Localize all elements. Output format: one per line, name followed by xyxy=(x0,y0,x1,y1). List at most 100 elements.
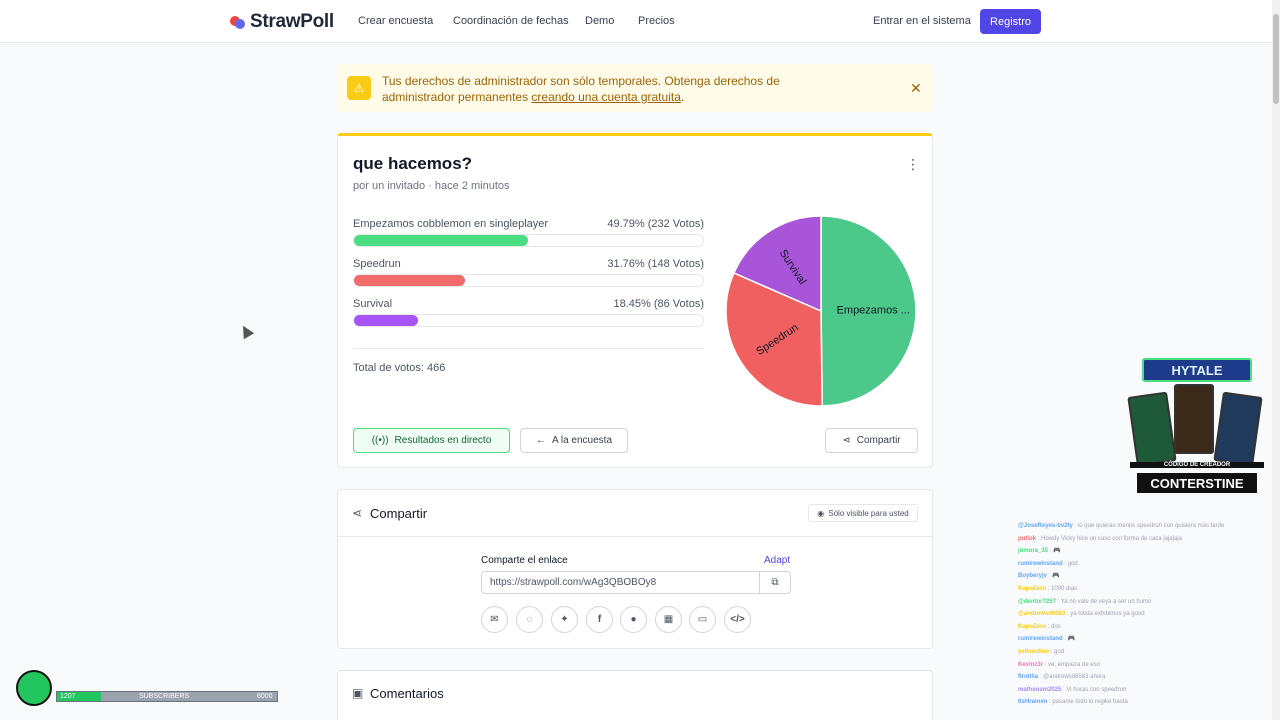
admin-rights-alert: ⚠ Tus derechos de administrador son sólo… xyxy=(337,64,933,112)
pie-label: Empezamos ... xyxy=(837,305,910,317)
creator-code-name: CONTERSTINE xyxy=(1136,472,1258,494)
chat-username: yellowdino xyxy=(1018,648,1050,655)
chat-username: KapoZero xyxy=(1018,585,1047,592)
login-link[interactable]: Entrar en el sistema xyxy=(873,15,971,27)
card-image xyxy=(1174,384,1214,454)
option-bar-fill xyxy=(354,275,465,286)
chat-text: : @andrewsd6583 ahora xyxy=(1038,674,1106,681)
warning-icon: ⚠ xyxy=(347,76,371,100)
share-button[interactable]: ⋖ Compartir xyxy=(825,428,918,453)
share-title: Compartir xyxy=(370,506,428,521)
share-icon: ⋖ xyxy=(352,506,363,520)
chat-message: jumora_35 : 🎮 xyxy=(1018,545,1272,558)
share-link-label: Comparte el enlace xyxy=(481,555,568,566)
subscribers-current: 1207 xyxy=(60,693,76,700)
share-icon: ⋖ xyxy=(842,435,851,446)
twitter-icon[interactable]: ✦ xyxy=(551,606,578,633)
chat-message: @dentor7257 : Ya no vale de veya a ser u… xyxy=(1018,596,1272,609)
subscribers-progress-fill xyxy=(57,692,101,701)
alert-message: Tus derechos de administrador son sólo t… xyxy=(382,74,780,104)
chat-text: : Vi horas con speedrun xyxy=(1061,686,1127,693)
chat-username: @JoseReyes-bv2ty xyxy=(1018,523,1073,529)
chat-username: jumora_35 xyxy=(1018,548,1049,555)
back-to-poll-button[interactable]: ← A la encuesta xyxy=(520,428,628,453)
adapt-link[interactable]: Adapt xyxy=(764,555,791,566)
logo-text: StrawPoll xyxy=(250,11,334,32)
chat-username: rumirewinstand xyxy=(1018,560,1063,567)
comments-icon: ▣ xyxy=(352,686,364,700)
share-url-input[interactable]: https://strawpoll.com/wAg3QBOBOy8 xyxy=(481,571,760,594)
whatsapp-icon[interactable]: ◌ xyxy=(516,606,543,633)
chat-message: flrutilia : @andrewsd6583 ahora xyxy=(1018,671,1272,684)
card-image xyxy=(1127,391,1177,467)
present-icon[interactable]: ▭ xyxy=(689,606,716,633)
chat-username: @dentor7257 xyxy=(1018,598,1056,605)
chat-message: KapoZero : dos xyxy=(1018,621,1272,634)
create-account-link[interactable]: creando una cuenta gratuita xyxy=(531,90,681,104)
live-results-button[interactable]: ((•)) Resultados en directo xyxy=(353,428,510,453)
chat-message: rumirewinstand : 🎮 xyxy=(1018,633,1272,646)
page-scrollbar[interactable] xyxy=(1272,0,1280,720)
comments-card: ▣ Comentarios xyxy=(337,670,933,720)
scroll-thumb[interactable] xyxy=(1273,14,1279,104)
option-bar xyxy=(353,274,704,287)
more-options-icon[interactable]: ⋮ xyxy=(906,156,920,172)
chat-username: @andrewsd6583 xyxy=(1018,611,1066,618)
nav-create-poll[interactable]: Crear encuesta xyxy=(358,15,434,27)
pie-slice xyxy=(732,215,822,313)
option-bar xyxy=(353,234,704,247)
subscribers-progress-bar: 1207 SUBSCRIBERS 6000 xyxy=(56,691,278,702)
chat-message: Kevinz3r : ve, empieza de eso xyxy=(1018,659,1272,672)
nav-demo[interactable]: Demo xyxy=(585,15,615,27)
logo-icon xyxy=(230,14,246,30)
facebook-icon[interactable]: f xyxy=(586,606,613,633)
qr-icon[interactable]: ▦ xyxy=(655,606,682,633)
chat-message: ItsHramen : pasame todo lo regike hasta xyxy=(1018,696,1272,709)
stream-chat: @JoseReyes-bv2ty : lo que quieras menos … xyxy=(1018,520,1272,720)
chat-text: : 1000 dias xyxy=(1046,585,1078,592)
embed-icon[interactable]: </> xyxy=(724,606,751,633)
subscribers-label: SUBSCRIBERS xyxy=(139,693,190,700)
strawpoll-logo[interactable]: StrawPoll xyxy=(230,11,334,33)
option-value: 31.76% (148 Votos) xyxy=(607,258,704,270)
chat-text: : lo que quieras menos speedrun con quis… xyxy=(1072,523,1225,529)
nav-date-coordination[interactable]: Coordinación de fechas xyxy=(453,15,569,27)
pie-slice xyxy=(725,272,824,407)
chat-message: rumirewinstand : god xyxy=(1018,558,1272,571)
chat-username: KapoZero xyxy=(1018,623,1047,630)
chat-username: matheusm2025 xyxy=(1018,686,1062,693)
option-label: Speedrun xyxy=(353,258,401,270)
poll-meta: por un invitado · hace 2 minutos xyxy=(353,180,510,192)
chat-text: : 🎮 xyxy=(1047,573,1060,580)
chat-username: putiok xyxy=(1018,535,1036,542)
close-icon[interactable]: ✕ xyxy=(910,80,922,96)
hytale-logo: HYTALE xyxy=(1142,358,1252,382)
chat-username: rumirewinstand xyxy=(1018,636,1063,643)
chat-username: ItsHramen xyxy=(1018,699,1048,706)
card-image xyxy=(1213,391,1263,467)
copy-icon[interactable]: ⧉ xyxy=(759,571,791,594)
hytale-cards xyxy=(1127,384,1264,467)
chat-message: yellowdino : god xyxy=(1018,646,1272,659)
register-button[interactable]: Registro xyxy=(980,9,1041,34)
nav-pricing[interactable]: Precios xyxy=(638,15,675,27)
visibility-badge: ◉ Sólo visible para usted xyxy=(808,504,918,522)
mouse-cursor-icon xyxy=(237,322,255,340)
chat-message: KapoZero : 1000 dias xyxy=(1018,583,1272,596)
divider xyxy=(353,348,704,349)
chat-text: : Howdy Vicky hice un caso con forma de … xyxy=(1036,535,1182,542)
eye-icon: ◉ xyxy=(817,508,825,518)
chat-username: Kevinz3r xyxy=(1018,661,1044,668)
chat-message: putiok : Howdy Vicky hice un caso con fo… xyxy=(1018,533,1272,546)
chat-username: flrutilia xyxy=(1018,674,1039,681)
comments-title: Comentarios xyxy=(370,686,444,701)
reddit-icon[interactable]: ● xyxy=(620,606,647,633)
chat-text: : pasame todo lo regike hasta xyxy=(1047,699,1128,706)
share-header: ⋖ Compartir ◉ Sólo visible para usted xyxy=(338,490,932,537)
creator-code-caption: CÓDIGO DE CREADOR xyxy=(1130,462,1264,468)
chat-text: : ve, empieza de eso xyxy=(1043,661,1101,668)
email-icon[interactable]: ✉ xyxy=(481,606,508,633)
poll-results-card: que hacemos? por un invitado · hace 2 mi… xyxy=(337,133,933,468)
arrow-left-icon: ← xyxy=(535,435,546,446)
chat-username: Boyberyjv xyxy=(1018,573,1048,580)
